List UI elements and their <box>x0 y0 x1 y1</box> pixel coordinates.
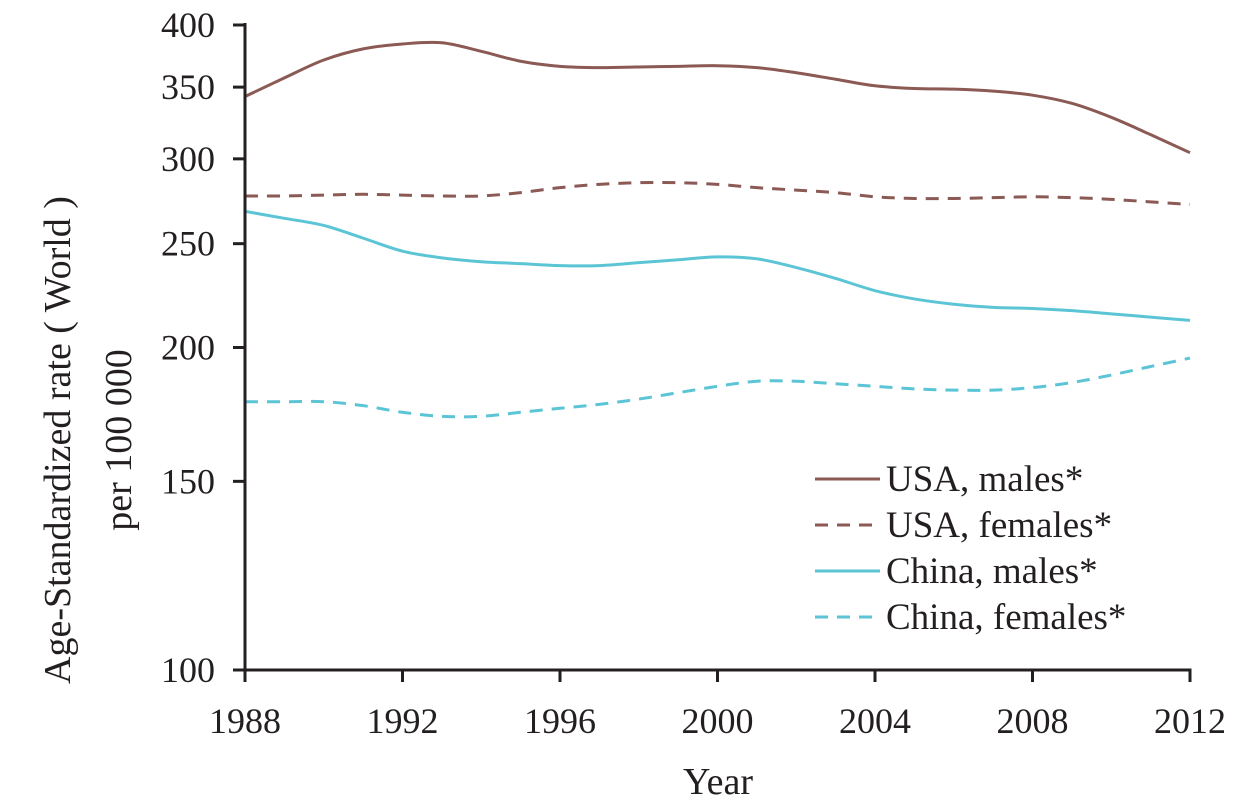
y-tick-label-150: 150 <box>161 461 215 501</box>
x-tick-label-1988: 1988 <box>209 701 281 741</box>
x-tick-label-1996: 1996 <box>524 701 596 741</box>
legend-label-1: USA, males* <box>886 459 1083 500</box>
y-tick-label-200: 200 <box>161 328 215 368</box>
series-line-2 <box>244 181 1191 206</box>
x-axis-title: Year <box>683 761 753 803</box>
axes-layer: 100 150 200 250 300 350 400 1988 1992 1996 2000 200… <box>161 5 1226 741</box>
y-axis-title-line-2: per 100 000 <box>98 349 140 531</box>
y-axis-title-line-1: Age-Standardized rate ( World ) <box>37 196 79 684</box>
legend-label-2: USA, females* <box>886 505 1112 546</box>
series-line-3 <box>244 209 1191 322</box>
x-tick-label-2000: 2000 <box>682 701 754 741</box>
series-line-1 <box>244 40 1191 155</box>
x-tick-label-2004: 2004 <box>839 701 911 741</box>
y-tick-label-250: 250 <box>161 224 215 264</box>
x-tick-label-2012: 2012 <box>1154 701 1226 741</box>
series-layer <box>244 40 1191 419</box>
y-tick-label-100: 100 <box>161 650 215 690</box>
legend: USA, males* USA, females* China, males* Chi… <box>815 459 1126 638</box>
x-tick-label-1992: 1992 <box>367 701 439 741</box>
y-axis-title: Age-Standardized rate ( World ) per 100 … <box>37 196 140 684</box>
legend-label-4: China, females* <box>886 597 1126 638</box>
series-line-4 <box>245 356 1191 419</box>
legend-label-3: China, males* <box>886 551 1098 592</box>
y-tick-label-350: 350 <box>161 67 215 107</box>
y-tick-label-300: 300 <box>161 139 215 179</box>
y-tick-label-400: 400 <box>161 5 215 45</box>
x-tick-label-2008: 2008 <box>997 701 1069 741</box>
